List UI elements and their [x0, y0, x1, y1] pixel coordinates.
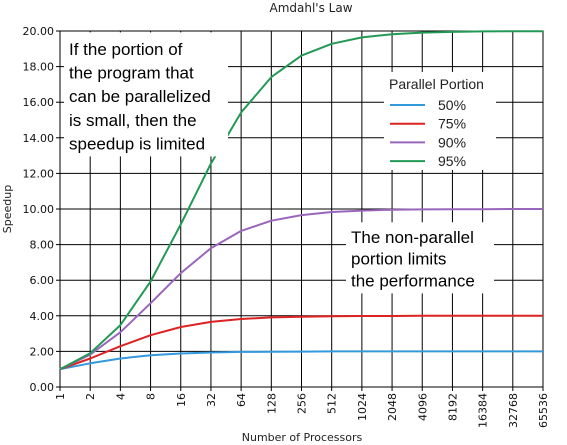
annotation-line: can be parallelized — [69, 87, 211, 106]
annotation-background — [346, 222, 494, 294]
x-tick-label: 8 — [145, 393, 158, 400]
x-tick-label: 2048 — [386, 393, 399, 421]
chart-title: Amdahl's Law — [269, 1, 352, 15]
legend-label: 95% — [438, 153, 466, 169]
y-axis-ticks: 0.00 2.00 4.00 6.00 8.00 10.00 12.00 14.00 16.00… — [23, 25, 60, 394]
y-tick-label: 8.00 — [30, 239, 55, 252]
annotation-background — [64, 32, 228, 157]
x-tick-label: 32 — [205, 393, 218, 407]
legend-title: Parallel Portion — [389, 76, 484, 92]
x-tick-label: 64 — [235, 393, 248, 407]
annotation-line: the program that — [69, 64, 194, 83]
y-axis-label: Speedup — [1, 185, 14, 233]
y-tick-label: 12.00 — [23, 167, 55, 180]
annotation-line: is small, then the — [69, 111, 197, 130]
annotation-non-parallel: The non-parallel portion limits the perfor… — [346, 222, 494, 294]
x-tick-label: 65536 — [537, 393, 550, 428]
x-tick-label: 2 — [84, 393, 97, 400]
legend-background — [384, 72, 496, 170]
x-tick-label: 8192 — [446, 393, 459, 421]
y-tick-label: 10.00 — [23, 203, 55, 216]
legend-label: 75% — [438, 116, 466, 132]
x-tick-label: 16 — [175, 393, 188, 407]
x-tick-label: 256 — [296, 393, 309, 414]
annotation-line: The non-parallel — [351, 228, 474, 247]
x-tick-label: 512 — [326, 393, 339, 414]
x-tick-label: 128 — [265, 393, 278, 414]
y-tick-label: 20.00 — [23, 25, 55, 38]
series-line-75pct — [59, 314, 543, 371]
y-tick-label: 4.00 — [30, 310, 55, 323]
x-tick-label: 1024 — [356, 393, 369, 421]
annotation-line: If the portion of — [69, 40, 183, 59]
annotation-line: speedup is limited — [69, 134, 205, 153]
series-line-95pct — [59, 30, 543, 371]
x-tick-label: 1 — [54, 393, 67, 400]
annotation-small-parallel: If the portion of the program that can be … — [64, 32, 228, 157]
x-tick-label: 32768 — [507, 393, 520, 428]
series-line-50pct — [59, 350, 543, 371]
x-tick-label: 4 — [114, 393, 127, 400]
y-tick-label: 0.00 — [30, 381, 55, 394]
y-tick-label: 6.00 — [30, 274, 55, 287]
annotation-line: portion limits — [351, 250, 446, 269]
x-tick-label: 16384 — [477, 393, 490, 428]
y-tick-label: 18.00 — [23, 61, 55, 74]
y-tick-label: 16.00 — [23, 96, 55, 109]
x-tick-label: 4096 — [416, 393, 429, 421]
series-line-90pct — [59, 208, 543, 371]
y-tick-label: 14.00 — [23, 132, 55, 145]
series-lines — [59, 30, 543, 371]
annotation-line: the performance — [351, 271, 475, 290]
x-axis-label: Number of Processors — [242, 431, 363, 444]
legend: Parallel Portion 50% 75% 90% 95% — [384, 72, 496, 170]
y-tick-label: 2.00 — [30, 345, 55, 358]
x-axis-ticks: 1 2 4 8 16 32 64 128 256 512 1024 2048 4096 8192 16384… — [54, 387, 550, 428]
legend-label: 90% — [438, 134, 466, 150]
legend-label: 50% — [438, 97, 466, 113]
